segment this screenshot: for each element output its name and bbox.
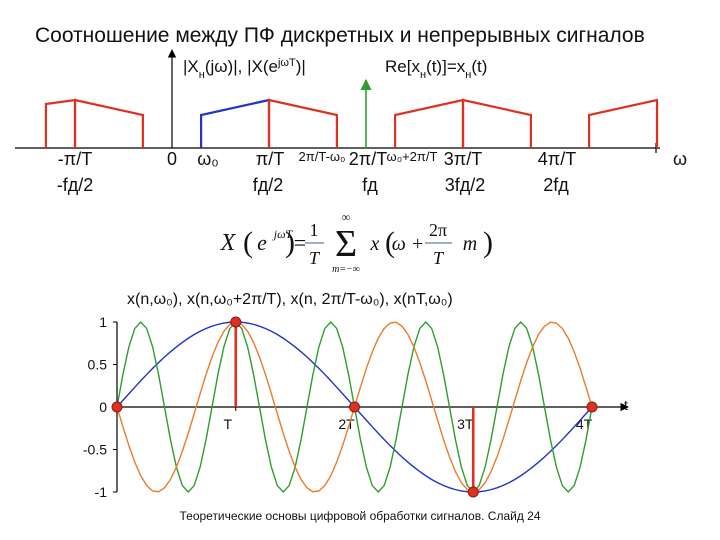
x-axis-label: t xyxy=(624,397,628,413)
y-tick-label: -0.5 xyxy=(83,442,107,458)
formula-part: ( xyxy=(385,226,395,259)
x-tick-label: 2T xyxy=(338,416,355,432)
frequency-label: 2fд xyxy=(543,175,569,195)
sample-point xyxy=(111,401,123,413)
y-tick-label: 1 xyxy=(99,314,107,330)
frequency-label: fд/2 xyxy=(253,175,284,195)
formula-part: e xyxy=(257,230,267,255)
y-tick-label: 0 xyxy=(99,399,107,415)
frequency-label: fд xyxy=(362,175,378,195)
label-part: (t) xyxy=(471,57,487,76)
label-part: Re[x xyxy=(385,57,420,76)
spectrum-segment xyxy=(461,98,532,148)
axis-label: 2π/T xyxy=(349,149,387,169)
sample-point xyxy=(586,401,598,413)
axis-label: 4π/T xyxy=(538,149,576,169)
y-tick-label: -1 xyxy=(95,484,108,500)
frequency-label: -fд/2 xyxy=(57,175,94,195)
label-part: н xyxy=(420,69,426,81)
spectrum-segment xyxy=(44,98,77,148)
formula-part: ( xyxy=(243,226,253,259)
line-chart: x(n,ω₀), x(n,ω₀+2π/T), x(n, 2π/T-ω₀), x(… xyxy=(83,291,629,500)
axis-label: ω₀ xyxy=(197,149,219,169)
slide-title: Соотношение между ПФ дискретных и непрер… xyxy=(35,24,645,47)
formula-part: 1 xyxy=(310,220,319,240)
label-part: )| xyxy=(296,57,306,76)
label-part: jωT xyxy=(277,57,296,69)
label-part: (t)]=x xyxy=(426,57,466,76)
formula-part: m xyxy=(463,233,477,255)
spectrum-segment xyxy=(394,98,465,148)
formula-part: Σ xyxy=(335,223,357,265)
formula-part: = xyxy=(294,230,306,255)
formula-part: T xyxy=(433,248,445,268)
x-tick-label: 3T xyxy=(457,416,474,432)
formula-part: x xyxy=(370,233,380,255)
axis-label: 0 xyxy=(167,149,177,169)
spectrum-segment xyxy=(200,98,271,148)
footer: Теоретические основы цифровой обработки … xyxy=(179,509,540,523)
spectrum-segment xyxy=(588,98,659,148)
axis-label: 3π/T xyxy=(444,149,482,169)
formula-part: X xyxy=(220,230,237,256)
axis-label: ω₀+2π/T xyxy=(387,149,438,164)
frequency-label: 3fд/2 xyxy=(445,175,486,195)
chart-title: x(n,ω₀), x(n,ω₀+2π/T), x(n, 2π/T-ω₀), x(… xyxy=(127,291,453,308)
formula-part: 2π xyxy=(429,220,447,240)
formula-part: ∞ xyxy=(342,210,351,224)
spectrum-segment xyxy=(267,98,338,148)
label-part: н xyxy=(465,69,471,81)
formula-part: ) xyxy=(285,226,295,259)
axis-label: ω xyxy=(673,149,687,169)
spectrum: |Xн(jω)|, |X(ejωT)| Re[xн(t)]=xн(t)-π/T 0 ω… xyxy=(44,57,687,195)
axis-label: π/T xyxy=(256,149,284,169)
formula-part: T xyxy=(309,248,321,268)
label-part: (jω)|, |X(e xyxy=(205,57,278,76)
x-tick-label: T xyxy=(223,416,232,432)
formula-part: m=−∞ xyxy=(332,264,360,275)
formula-part: ) xyxy=(483,226,493,259)
formula-part: jωT xyxy=(272,227,294,241)
y-tick-label: 0.5 xyxy=(88,357,108,373)
axis-label: -π/T xyxy=(58,149,92,169)
label-part: н xyxy=(199,69,205,81)
sample-point xyxy=(467,486,479,498)
axis-label: 2π/T-ω₀ xyxy=(299,149,346,164)
label: |Xн(jω)|, |X(ejωT)| xyxy=(183,57,306,81)
sample-point xyxy=(349,401,360,413)
label: Re[xн(t)]=xн(t) xyxy=(385,57,487,81)
formula-part: ω + xyxy=(392,233,425,255)
sample-point xyxy=(230,316,242,328)
spectrum-segment xyxy=(73,98,144,148)
label-part: |X xyxy=(183,57,199,76)
